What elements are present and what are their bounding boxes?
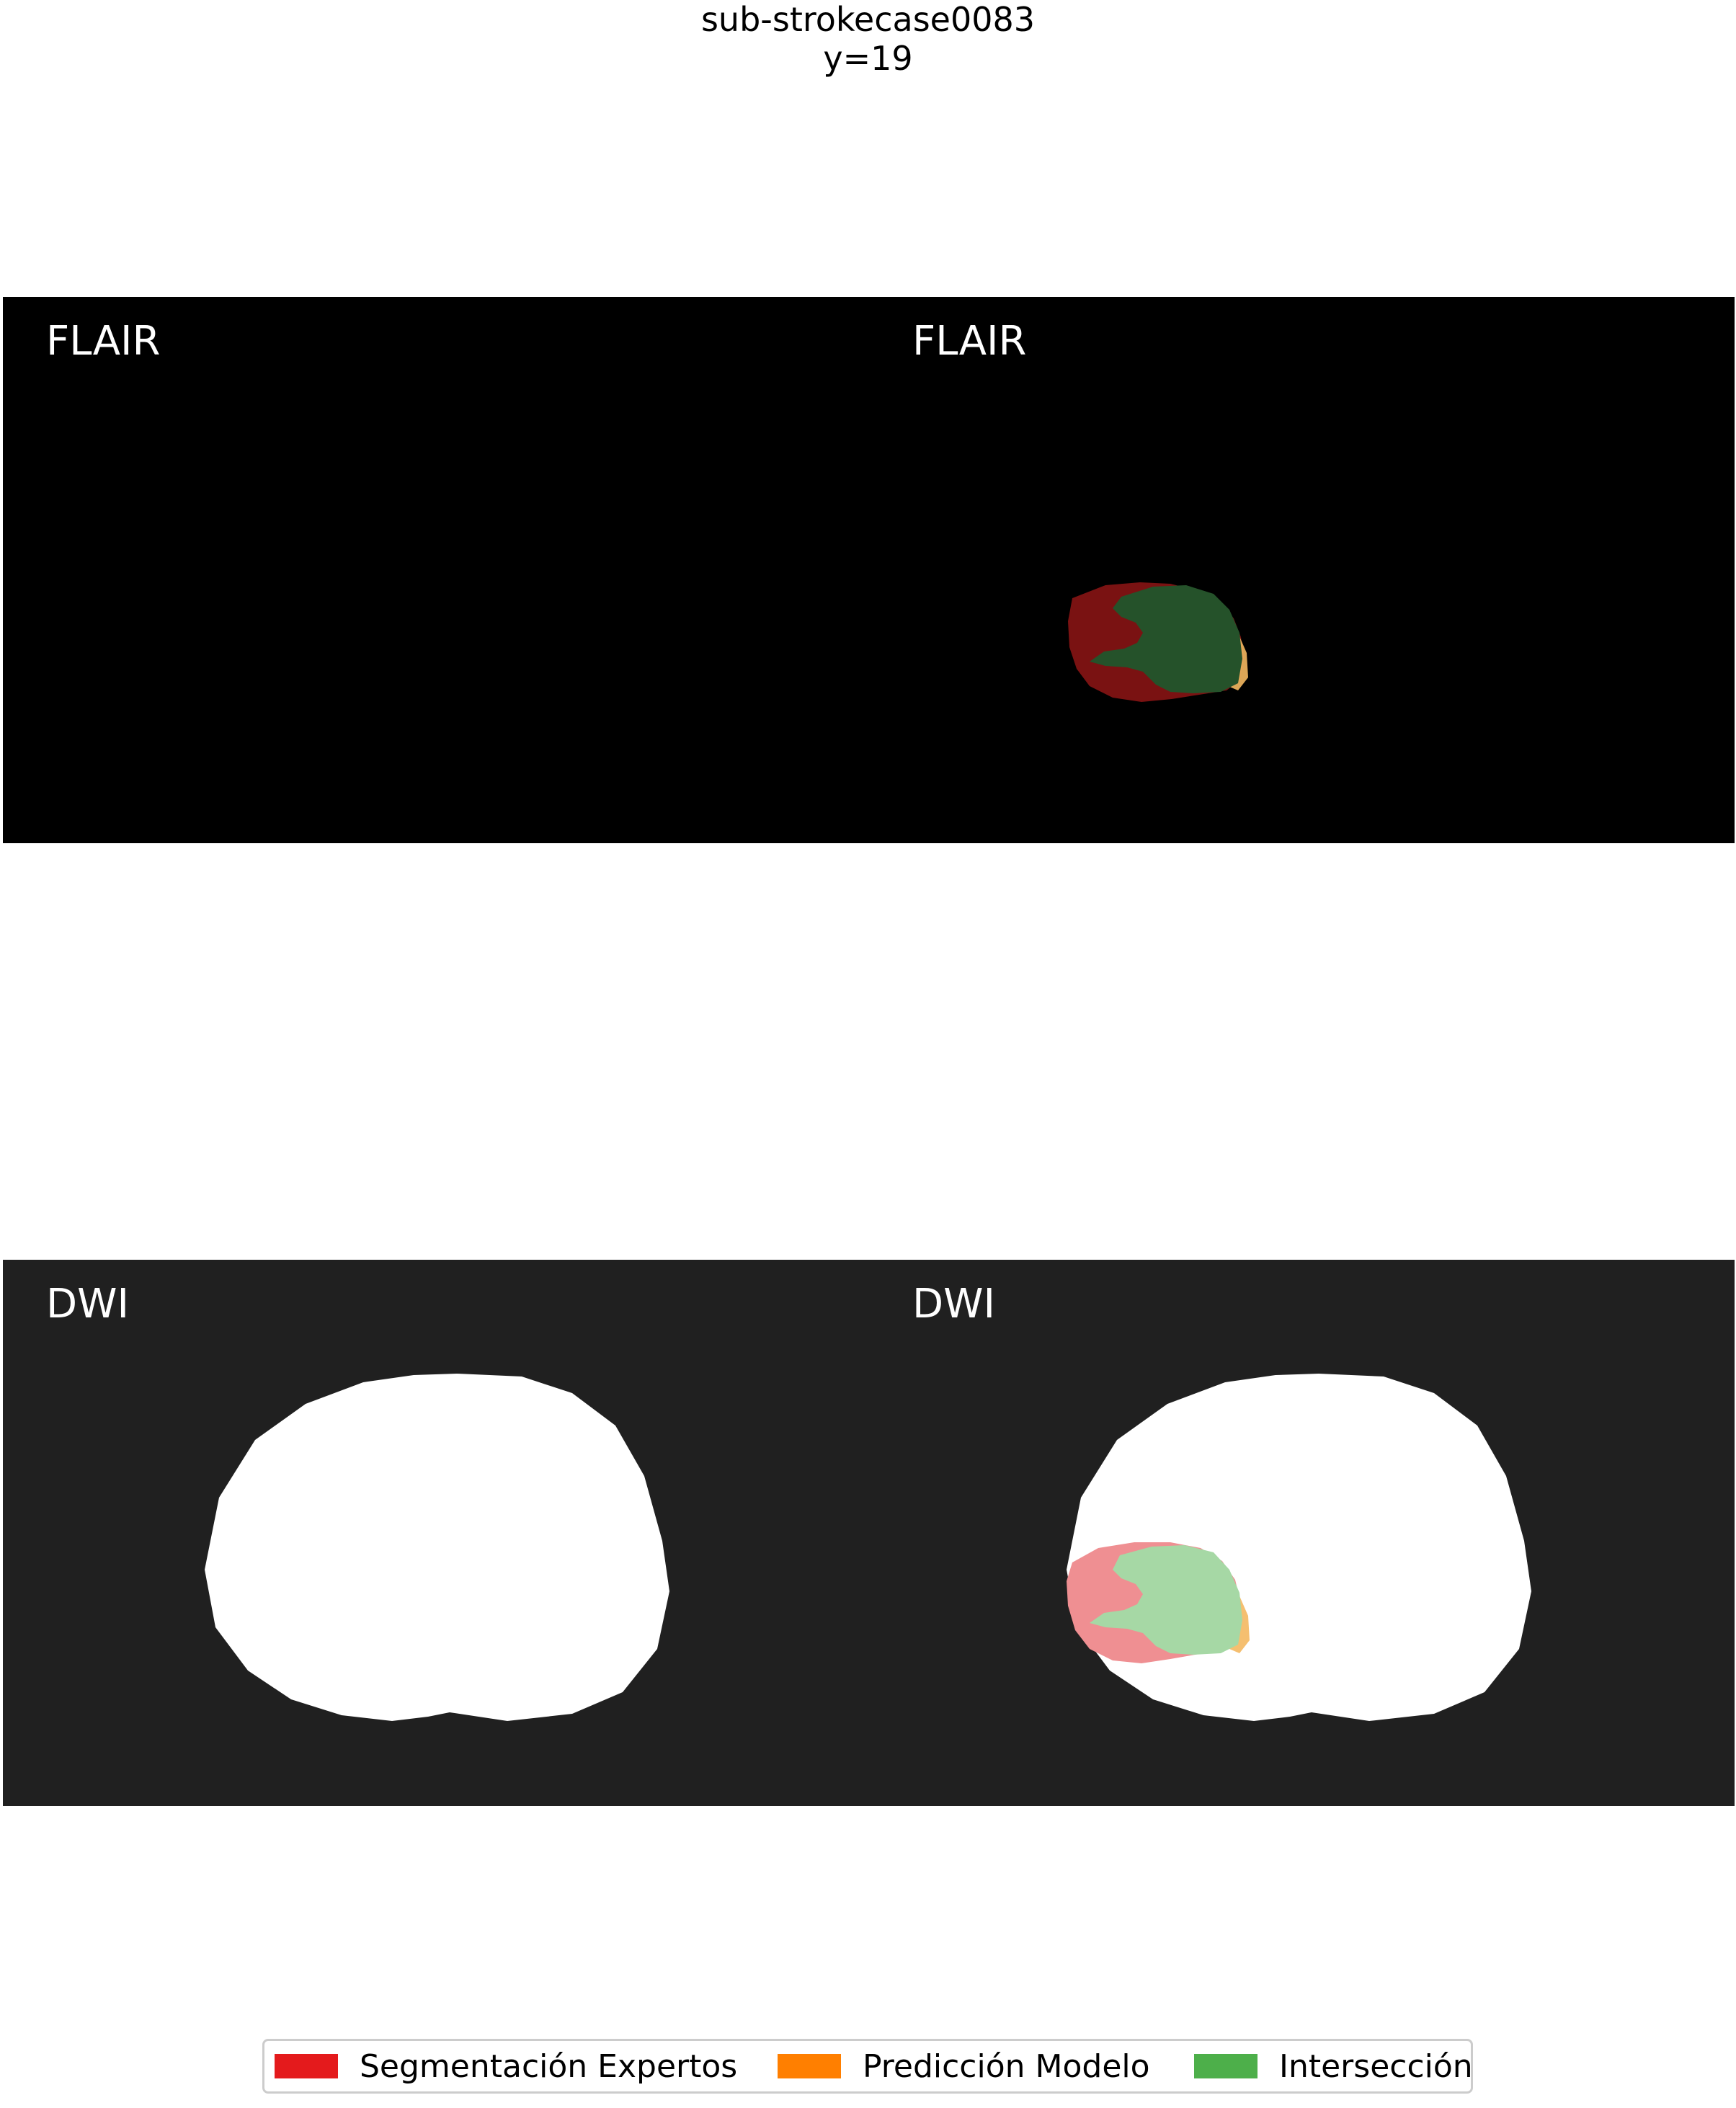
legend-item-intersection: Intersección [1194, 2041, 1473, 2091]
legend-label-expert: Segmentación Expertos [360, 2047, 738, 2085]
dwi-intersection [1090, 1545, 1242, 1655]
flair-left-label: FLAIR [46, 318, 161, 365]
legend-item-expert: Segmentación Expertos [275, 2041, 737, 2091]
legend-item-model: Predicción Modelo [778, 2041, 1150, 2091]
dwi-right-label: DWI [912, 1281, 996, 1327]
dwi-overlay [205, 1374, 1531, 1721]
legend-swatch-intersection [1194, 2054, 1258, 2078]
dwi-left-brain [205, 1374, 669, 1721]
legend-swatch-expert [275, 2054, 338, 2078]
figure-subtitle: y=19 [823, 39, 913, 78]
dwi-left-label: DWI [46, 1281, 130, 1327]
figure-title: sub-strokecase0083 [700, 0, 1036, 39]
flair-right-label: FLAIR [912, 318, 1027, 365]
flair-panel: FLAIR FLAIR [3, 297, 1735, 843]
legend-label-intersection: Intersección [1279, 2047, 1473, 2085]
legend: Segmentación Expertos Predicción Modelo … [262, 2039, 1473, 2094]
legend-label-model: Predicción Modelo [863, 2047, 1150, 2085]
legend-swatch-model [778, 2054, 841, 2078]
flair-overlay [1068, 582, 1248, 702]
dwi-panel: DWI DWI [3, 1260, 1735, 1806]
flair-intersection [1090, 585, 1242, 693]
